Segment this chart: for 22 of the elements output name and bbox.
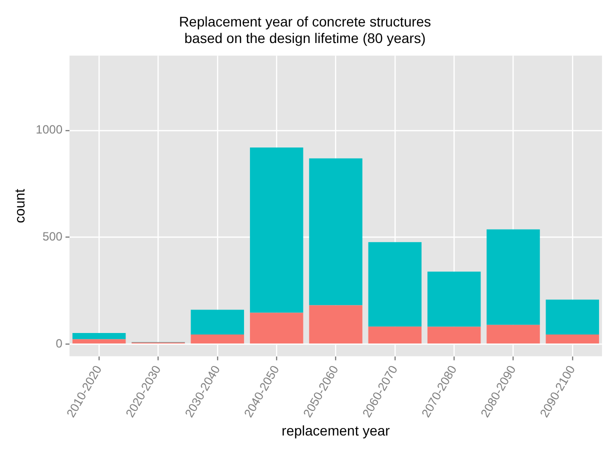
bar — [368, 242, 422, 327]
bar — [309, 158, 362, 306]
bar — [427, 272, 481, 327]
y-tick-label: 1000 — [36, 122, 63, 137]
chart-title: Replacement year of concrete structures based on the design lifetime (80 years) — [178, 13, 432, 46]
bar — [486, 324, 540, 344]
bar — [427, 326, 481, 344]
x-axis-title: replacement year — [282, 422, 390, 438]
bar — [546, 300, 600, 335]
bar — [309, 305, 362, 344]
bar — [486, 229, 540, 325]
bar — [190, 334, 244, 344]
bar — [250, 312, 304, 344]
bar — [250, 148, 304, 313]
bar — [190, 310, 244, 335]
bar — [368, 326, 422, 344]
y-tick-label: 0 — [56, 336, 63, 350]
bar — [546, 334, 600, 344]
y-tick-label: 500 — [42, 230, 63, 244]
bar — [72, 333, 126, 340]
y-axis-title: count — [11, 188, 28, 224]
bar — [72, 339, 126, 344]
